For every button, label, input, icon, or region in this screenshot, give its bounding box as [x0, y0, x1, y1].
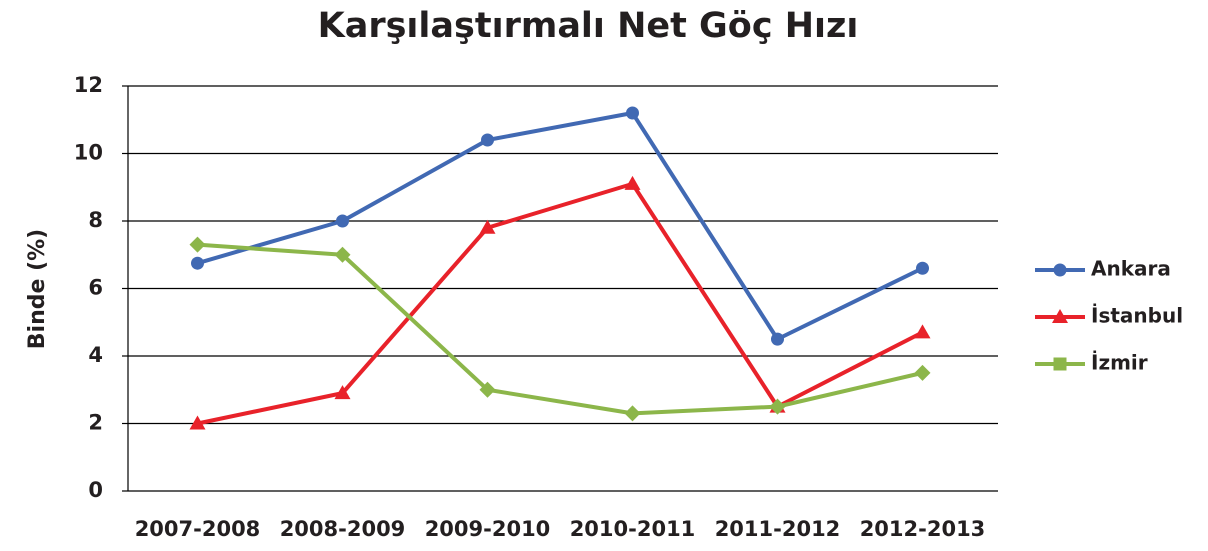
data-point [334, 385, 351, 400]
data-point [626, 106, 639, 120]
data-point [916, 261, 929, 275]
data-point [771, 332, 784, 346]
data-point [769, 398, 786, 415]
x-tick-label: 2012-2013 [860, 517, 986, 541]
data-point [336, 214, 349, 228]
data-point [189, 236, 206, 253]
data-point [624, 175, 641, 190]
x-tick-label: 2007-2008 [135, 517, 261, 541]
y-tick-label: 8 [88, 208, 103, 232]
data-point [624, 405, 641, 422]
data-point [191, 256, 204, 270]
legend-label: Ankara [1091, 257, 1171, 281]
legend-label: İzmir [1091, 351, 1148, 375]
x-tick-label: 2009-2010 [425, 517, 551, 541]
data-point [479, 381, 496, 398]
legend-marker [1053, 263, 1067, 277]
legend-marker [1053, 357, 1067, 371]
x-tick-label: 2008-2009 [280, 517, 406, 541]
data-point [914, 364, 931, 381]
data-point [481, 133, 494, 147]
data-point [479, 219, 496, 234]
series-line [196, 111, 924, 342]
legend-marker [1052, 309, 1068, 323]
y-tick-label: 6 [88, 276, 103, 300]
y-tick-label: 10 [74, 141, 103, 165]
legend-label: İstanbul [1091, 304, 1183, 328]
y-tick-label: 4 [88, 343, 103, 367]
y-tick-label: 12 [74, 73, 103, 97]
chart-title: Karşılaştırmalı Net Göç Hızı [318, 6, 859, 46]
x-tick-label: 2010-2011 [570, 517, 696, 541]
y-tick-label: 0 [88, 478, 103, 502]
data-point [189, 415, 206, 430]
y-axis-label: Binde (%) [25, 229, 50, 349]
data-point [334, 246, 351, 263]
series-line [197, 242, 923, 416]
y-tick-label: 2 [88, 411, 103, 435]
x-tick-label: 2011-2012 [715, 517, 841, 541]
series-line [197, 181, 924, 426]
data-point [914, 324, 931, 339]
